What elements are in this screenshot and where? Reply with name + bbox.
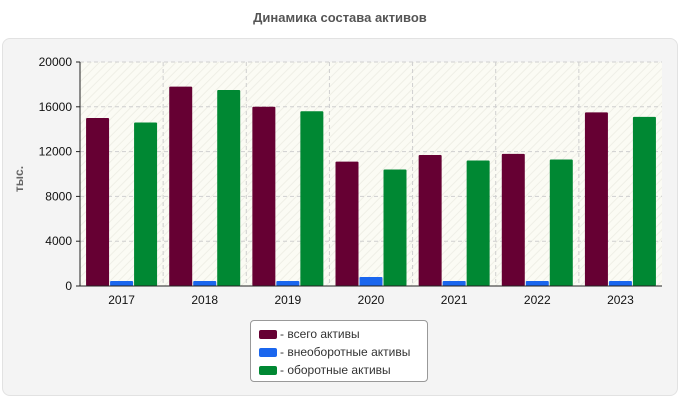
bar bbox=[466, 160, 490, 286]
x-tick-label: 2019 bbox=[275, 293, 302, 307]
plot-area bbox=[80, 62, 662, 286]
x-tick-label: 2023 bbox=[607, 293, 634, 307]
bar bbox=[217, 90, 241, 286]
legend-item-total: - всего активы bbox=[259, 325, 419, 343]
y-tick-label: 4000 bbox=[45, 234, 72, 248]
y-tick-label: 0 bbox=[65, 279, 72, 293]
bar bbox=[442, 280, 466, 286]
bar bbox=[110, 280, 134, 286]
bar bbox=[193, 280, 217, 286]
y-tick-label: 20000 bbox=[39, 55, 73, 69]
bar bbox=[276, 280, 300, 286]
bar bbox=[549, 159, 573, 286]
y-tick-label: 8000 bbox=[45, 189, 72, 203]
bar bbox=[525, 280, 549, 286]
bar bbox=[608, 280, 632, 286]
y-tick-label: 12000 bbox=[39, 145, 73, 159]
x-tick-label: 2022 bbox=[524, 293, 551, 307]
legend-swatch-noncurrent bbox=[259, 347, 277, 357]
legend-label-total: - всего активы bbox=[280, 327, 360, 341]
bar bbox=[359, 277, 383, 286]
bar bbox=[632, 116, 656, 286]
y-axis-label: тыс. bbox=[12, 165, 26, 193]
legend-label-noncurrent: - внеоборотные активы bbox=[280, 345, 411, 359]
bar bbox=[383, 169, 407, 286]
bar bbox=[418, 154, 442, 286]
bar bbox=[300, 111, 324, 286]
bar bbox=[501, 153, 525, 286]
bar bbox=[169, 86, 193, 286]
legend-swatch-current bbox=[259, 365, 277, 375]
legend-label-current: - оборотные активы bbox=[280, 363, 391, 377]
x-tick-label: 2021 bbox=[441, 293, 468, 307]
bar bbox=[86, 118, 110, 286]
x-tick-label: 2017 bbox=[108, 293, 135, 307]
bar bbox=[252, 106, 276, 286]
legend-swatch-total bbox=[259, 329, 277, 339]
legend-item-current: - оборотные активы bbox=[259, 361, 419, 379]
y-tick-label: 16000 bbox=[39, 100, 73, 114]
bar bbox=[335, 161, 359, 286]
bar bbox=[584, 112, 608, 287]
bar bbox=[134, 122, 158, 286]
chart-title: Динамика состава активов bbox=[253, 10, 427, 25]
legend-item-noncurrent: - внеоборотные активы bbox=[259, 343, 419, 361]
legend: - всего активы - внеоборотные активы - о… bbox=[250, 320, 428, 382]
x-tick-label: 2020 bbox=[358, 293, 385, 307]
x-tick-label: 2018 bbox=[191, 293, 218, 307]
